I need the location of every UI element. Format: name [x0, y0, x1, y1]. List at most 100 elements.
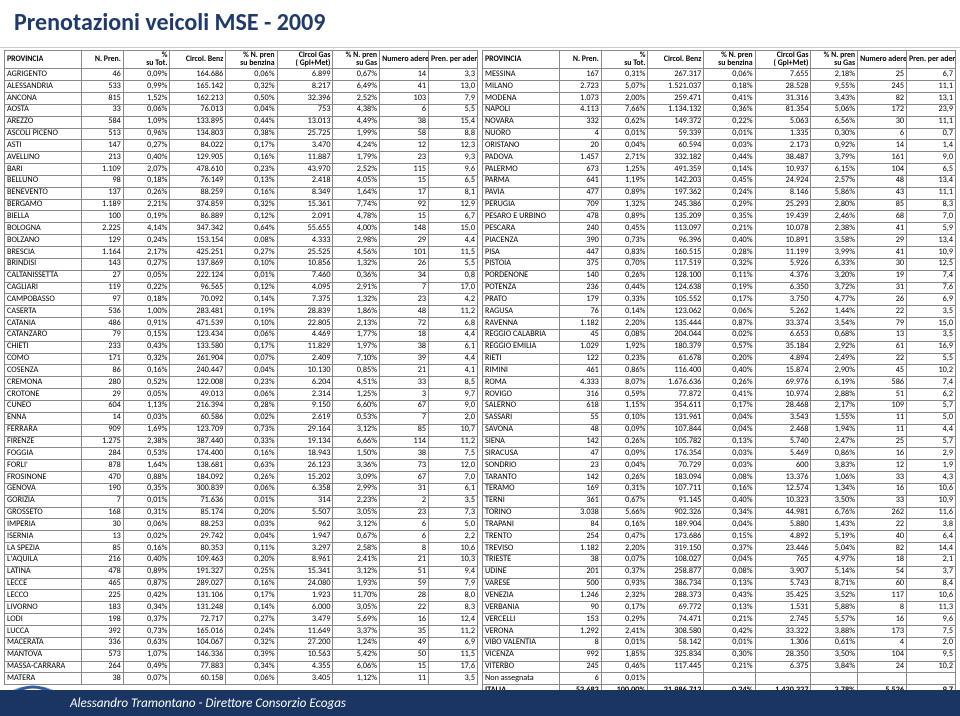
cell: 9,0 [429, 400, 478, 412]
cell: PISA [483, 247, 560, 259]
cell: 992 [559, 649, 601, 661]
cell: 354.611 [648, 400, 704, 412]
cell: 33 [380, 377, 429, 389]
cell: SIRACUSA [483, 448, 560, 460]
cell: 4 [858, 637, 907, 649]
col-header: % N. prensu benzina [226, 51, 277, 69]
cell: 0,10% [226, 258, 277, 270]
cell: 14 [380, 69, 429, 81]
cell: 4.469 [277, 329, 333, 341]
cell: 117 [858, 590, 907, 602]
cell: 104 [858, 649, 907, 661]
cell: VERCELLI [483, 614, 560, 626]
table-row: AREZZO5841,09%133.8950,44%13.0134,49%381… [5, 116, 478, 128]
cell: VARESE [483, 578, 560, 590]
cell: 2.173 [755, 140, 811, 152]
table-row: FOGGIA2840,53%174.4000,16%18.9431,50%387… [5, 448, 478, 460]
cell: 4,4 [429, 329, 478, 341]
cell: 13 [81, 531, 123, 543]
cell: 117.519 [648, 258, 704, 270]
cell: 765 [755, 554, 811, 566]
cell: 0,01% [601, 673, 648, 685]
table-row: CREMONA2800,52%122.0080,23%6.2044,51%338… [5, 377, 478, 389]
cell: 8 [858, 602, 907, 614]
cell: 11 [858, 424, 907, 436]
cell: 4,14% [123, 223, 170, 235]
cell: 1,12% [333, 673, 380, 685]
cell: 101 [380, 247, 429, 259]
cell: COMO [5, 353, 82, 365]
cell: 280 [81, 377, 123, 389]
cell: 0,06% [226, 673, 277, 685]
cell: 264 [81, 661, 123, 673]
cell: 60.158 [170, 673, 226, 685]
cell: 35.184 [755, 341, 811, 353]
cell: 44.981 [755, 507, 811, 519]
col-header: PROVINCIA [483, 51, 560, 69]
table-row: FERRARA9091,69%123.7090,73%29.1643,12%85… [5, 424, 478, 436]
cell: 470 [81, 472, 123, 484]
table-row: CHIETI2330,43%133.5800,17%11.8291,97%386… [5, 341, 478, 353]
cell: 2,52% [333, 93, 380, 105]
cell: 0,61% [811, 637, 858, 649]
cell: 0,23% [601, 353, 648, 365]
cell: 5.740 [755, 436, 811, 448]
cell: 0,23% [226, 164, 277, 176]
cell: MANTOVA [5, 649, 82, 661]
cell: 11,2 [429, 436, 478, 448]
table-row: AVELLINO2130,40%129.9050,16%11.8871,79%2… [5, 152, 478, 164]
cell: 240 [559, 223, 601, 235]
cell: 27.200 [277, 637, 333, 649]
table-row: IMPERIA300,06%88.2530,03%9623,12%65,0 [5, 519, 478, 531]
cell: 0,8 [429, 270, 478, 282]
cell: VICENZA [483, 649, 560, 661]
table-row: GENOVA1900,35%300.8390,06%6.3582,99%316,… [5, 483, 478, 495]
cell: 0,04% [704, 554, 755, 566]
cell: 161 [858, 152, 907, 164]
cell: 131.961 [648, 412, 704, 424]
cell: 6,8 [429, 318, 478, 330]
cell: 10.974 [755, 389, 811, 401]
cell: 3,88% [811, 626, 858, 638]
cell: 513 [81, 128, 123, 140]
cell: 179 [559, 294, 601, 306]
cell: 173.686 [648, 531, 704, 543]
table-row: REGGIO CALABRIA450,08%204.0440,02%6.6530… [483, 329, 956, 341]
table-row: TREVISO1.1822,20%319.1500,37%23.4465,04%… [483, 543, 956, 555]
cell: 2.418 [277, 175, 333, 187]
cell: 11 [380, 673, 429, 685]
cell: 1.457 [559, 152, 601, 164]
cell: 16 [858, 614, 907, 626]
cell: BRESCIA [5, 247, 82, 259]
cell: 26.123 [277, 460, 333, 472]
cell: 2.619 [277, 412, 333, 424]
cell: 2.468 [755, 424, 811, 436]
cell: 25.525 [277, 247, 333, 259]
cell: 80.353 [170, 543, 226, 555]
cell: 0,10% [601, 412, 648, 424]
cell: 254 [559, 531, 601, 543]
cell: SASSARI [483, 412, 560, 424]
col-header: Numero aderenti [858, 51, 907, 69]
table-row: PIACENZA3900,73%96.3960,40%10.8913,58%29… [483, 235, 956, 247]
cell: 10.891 [755, 235, 811, 247]
cell: 143 [81, 258, 123, 270]
cell: GENOVA [5, 483, 82, 495]
cell: 19 [858, 270, 907, 282]
cell: CALTANISSETTA [5, 270, 82, 282]
cell: 0,44% [226, 116, 277, 128]
cell: 8,8 [429, 128, 478, 140]
cell: 96.396 [648, 235, 704, 247]
cell: 0,67% [333, 69, 380, 81]
cell: 142.203 [648, 175, 704, 187]
cell: 123.062 [648, 306, 704, 318]
cell: CROTONE [5, 389, 82, 401]
cell: CATANIA [5, 318, 82, 330]
cell: 10,2 [907, 365, 956, 377]
cell: 0,59% [601, 389, 648, 401]
cell: 92 [380, 199, 429, 211]
cell: 584 [81, 116, 123, 128]
cell: 8 [380, 543, 429, 555]
cell: 5,5 [429, 258, 478, 270]
cell: 3.543 [755, 412, 811, 424]
